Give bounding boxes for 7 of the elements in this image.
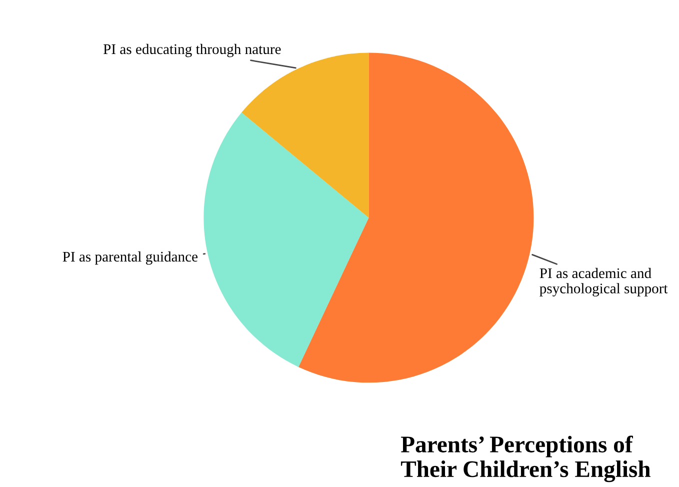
pie-slice [204,112,369,367]
pie-slice [298,52,534,383]
slice-label: PI as educating through nature [103,44,281,58]
text: Parents’ Perceptions of Their Children’s English [400,436,650,482]
slice-label: PI as parental guidance [62,251,198,265]
slice-label: PI as academic and psychological support [540,268,668,296]
pie-slice [242,52,369,218]
